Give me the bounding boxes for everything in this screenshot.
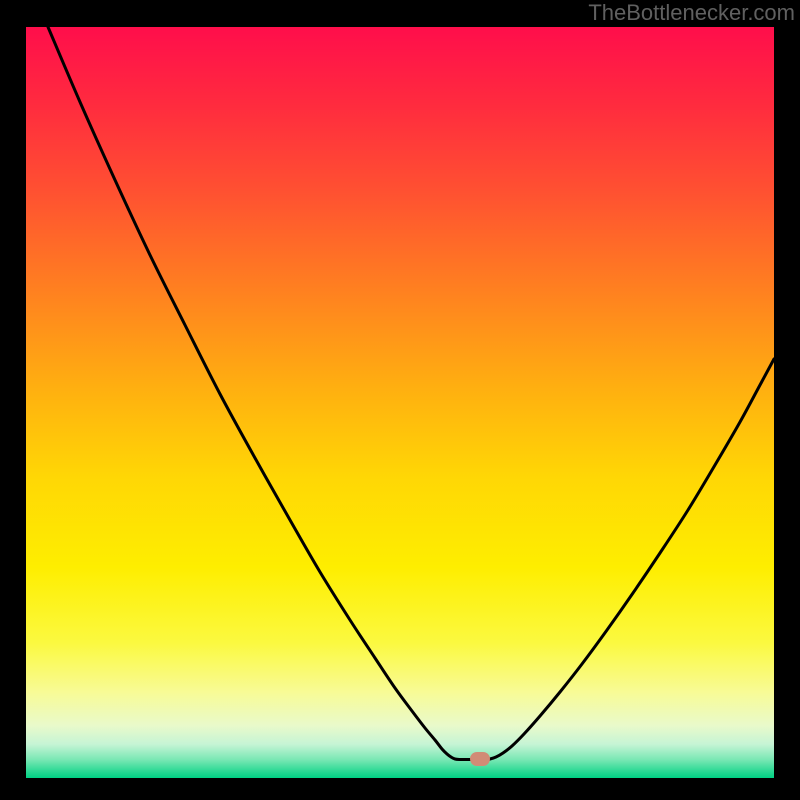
attribution-watermark: TheBottlenecker.com	[588, 0, 795, 26]
plot-background	[26, 27, 774, 778]
watermark-text: TheBottlenecker.com	[588, 0, 795, 25]
gradient-plot-area	[0, 0, 800, 800]
optimal-point-marker	[470, 752, 490, 766]
